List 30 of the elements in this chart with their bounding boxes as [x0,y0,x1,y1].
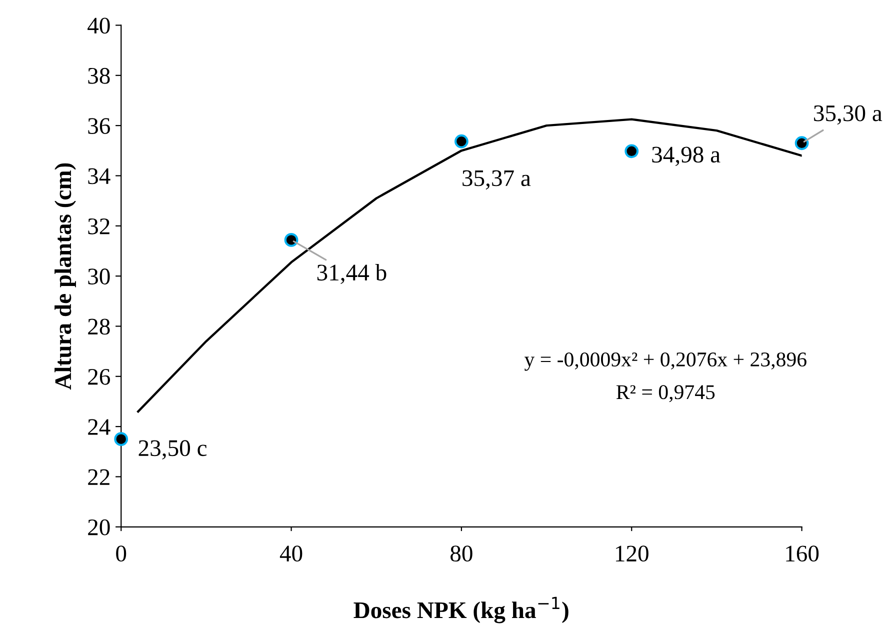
x-tick-label: 40 [280,546,302,562]
y-tick-label: 26 [88,368,110,385]
y-tick-label: 30 [88,268,110,284]
data-label: 35,37 a [462,170,531,190]
y-tick-label: 22 [88,469,110,485]
x-tick-label: 0 [116,546,126,562]
point [454,134,468,148]
data-label: 35,30 a [814,105,882,125]
data-label: 34,98 a [652,146,720,166]
y-tick-label: 40 [88,18,110,34]
x-axis-title: Doses NPK (kg ha$^{−1}$) [354,596,568,624]
x-tick-label: 80 [450,546,472,562]
y-tick-label: 32 [88,218,110,234]
data-label: 31,44 b [317,264,386,284]
point [284,232,298,247]
y-tick-label: 28 [88,318,110,335]
x-tick-label: 120 [616,546,648,562]
y-tick-label: 20 [88,519,110,536]
point [624,144,639,158]
annotation: y = -0,0009x² + 0,2076x + 23,896 [524,352,806,371]
data-label: 23,50 c [138,440,207,460]
point [794,136,809,150]
x-tick-label: 160 [786,546,819,562]
point [114,432,128,446]
y-tick-label: 38 [88,68,110,84]
y-axis-title: Altura de plantas (cm) [54,163,76,390]
y-tick-label: 36 [88,118,110,134]
y-tick-label: 24 [88,419,110,435]
annotation: R² = 0,9745 [616,385,715,402]
y-tick-label: 34 [88,168,110,184]
